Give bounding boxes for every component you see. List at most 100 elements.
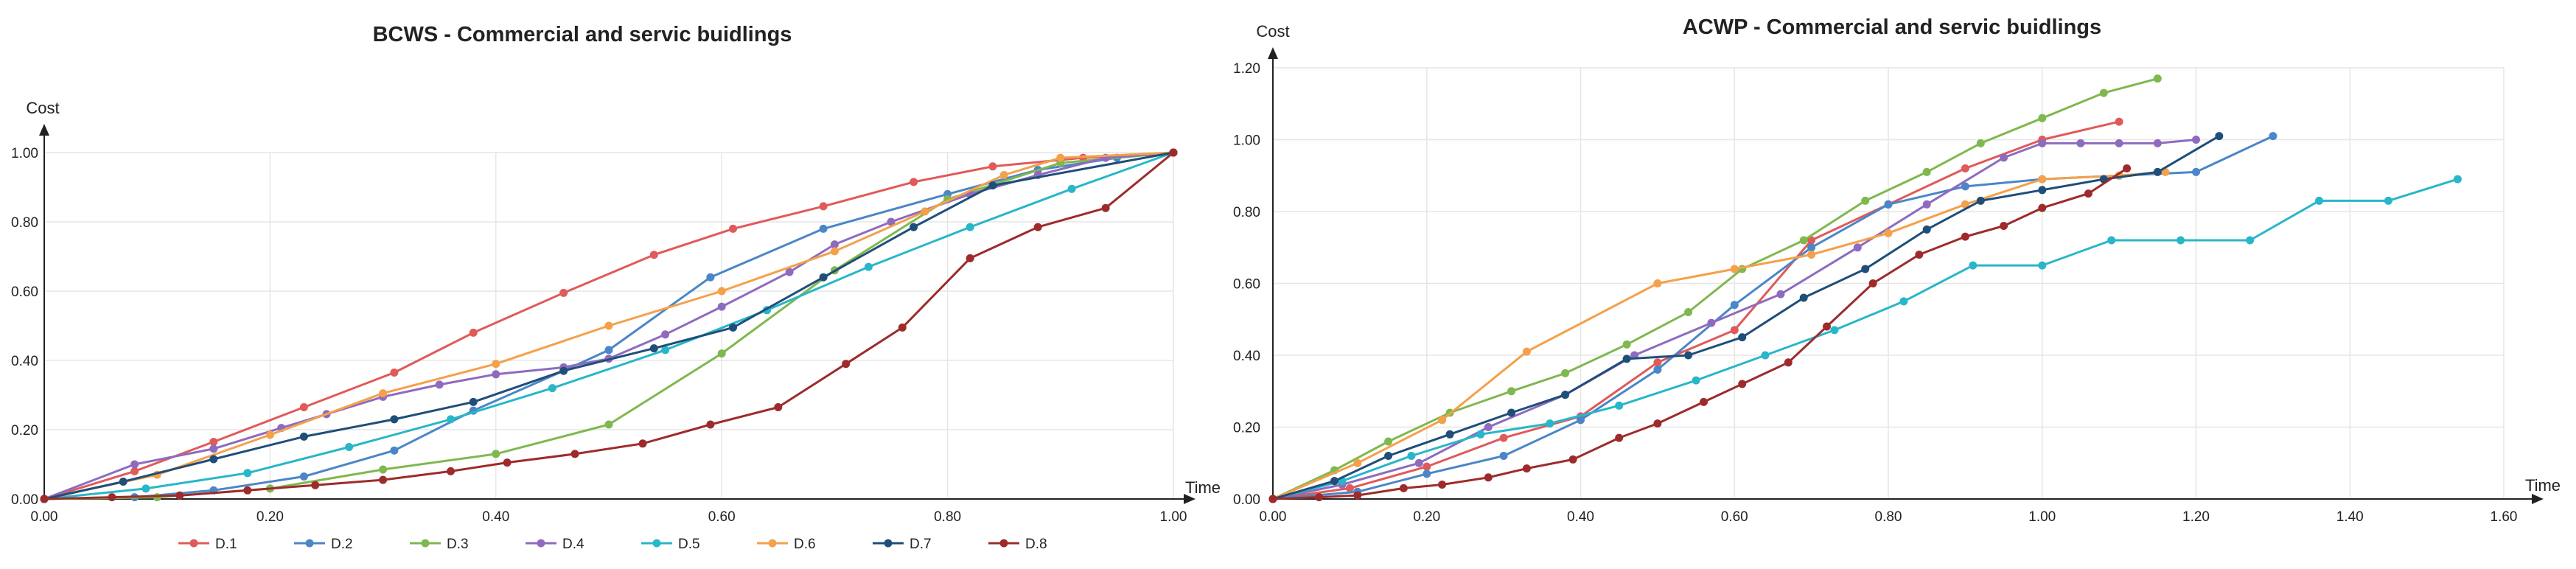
- legend-swatch-marker: [421, 539, 430, 548]
- data-point: [2384, 196, 2392, 205]
- data-point: [729, 323, 737, 332]
- data-point: [2038, 175, 2047, 184]
- data-point: [864, 262, 873, 271]
- data-point: [649, 344, 658, 353]
- data-point: [819, 202, 828, 211]
- data-point: [1653, 366, 1662, 374]
- data-point: [999, 171, 1008, 179]
- data-point: [130, 460, 139, 469]
- data-point: [1761, 351, 1770, 360]
- data-point: [1499, 452, 1508, 460]
- data-point: [1507, 408, 1516, 417]
- data-point: [2107, 236, 2116, 245]
- data-point: [492, 360, 500, 369]
- series-line: [43, 151, 1174, 500]
- data-point: [1484, 423, 1493, 431]
- data-point: [447, 415, 455, 424]
- data-point: [435, 380, 444, 389]
- data-point: [2099, 88, 2108, 97]
- data-point: [1423, 469, 1431, 478]
- bcws-series-d5: [40, 148, 1178, 503]
- data-point: [1861, 196, 1870, 205]
- acwp-series-d7: [1268, 132, 2224, 503]
- data-point: [830, 240, 839, 249]
- data-point: [379, 475, 388, 484]
- data-point: [2115, 139, 2123, 147]
- acwp-y-tick-label: 0.60: [1233, 277, 1260, 293]
- series-line: [43, 151, 1174, 500]
- data-point: [2038, 261, 2047, 270]
- data-point: [1561, 391, 1570, 399]
- data-point: [1853, 243, 1862, 252]
- data-point: [243, 486, 252, 495]
- bcws-y-axis-arrow: [39, 124, 49, 136]
- data-point: [717, 349, 726, 358]
- data-point: [379, 389, 388, 398]
- data-point: [345, 443, 354, 451]
- data-point: [1438, 416, 1447, 425]
- acwp-y-axis-label: Cost: [1256, 22, 1289, 41]
- data-point: [469, 328, 478, 337]
- data-point: [2177, 236, 2185, 245]
- data-point: [2192, 136, 2200, 144]
- legend-label: D.1: [215, 537, 237, 552]
- data-point: [108, 493, 116, 502]
- data-point: [1568, 455, 1577, 464]
- data-point: [2246, 236, 2255, 245]
- data-point: [898, 323, 907, 332]
- data-point: [910, 178, 918, 186]
- legend-label: D.4: [562, 537, 584, 552]
- data-point: [1522, 464, 1531, 473]
- data-point: [1784, 358, 1793, 367]
- data-point: [842, 360, 851, 369]
- data-point: [1268, 495, 1277, 503]
- acwp-y-axis-arrow: [1268, 47, 1278, 59]
- data-point: [966, 223, 974, 231]
- series-line: [43, 151, 1174, 500]
- acwp-series-d3: [1268, 74, 2162, 503]
- data-point: [2269, 132, 2277, 141]
- data-point: [2192, 167, 2200, 176]
- legend-item: D.2: [294, 537, 353, 552]
- data-point: [469, 397, 478, 406]
- data-point: [142, 484, 150, 493]
- legend-item: D.3: [410, 537, 469, 552]
- data-point: [2153, 167, 2162, 176]
- legend-item: D.6: [757, 537, 816, 552]
- data-point: [2084, 189, 2092, 198]
- bcws-y-tick-label: 0.20: [11, 423, 38, 439]
- series-line: [1272, 120, 2120, 500]
- acwp-x-axis-label: Time: [2525, 476, 2561, 495]
- data-point: [1807, 236, 1816, 245]
- legend-label: D.8: [1025, 537, 1047, 552]
- data-point: [661, 330, 670, 339]
- bcws-y-tick-label: 0.80: [11, 215, 38, 231]
- data-point: [819, 273, 828, 282]
- bcws-chart-title: BCWS - Commercial and servic buidlings: [373, 23, 792, 46]
- data-point: [988, 181, 997, 190]
- data-point: [1653, 419, 1662, 428]
- data-point: [2315, 196, 2323, 205]
- data-point: [1499, 433, 1508, 442]
- data-point: [175, 491, 184, 500]
- bcws-chart: BCWS - Commercial and servic buidlings C…: [11, 23, 1221, 552]
- data-point: [717, 287, 726, 296]
- data-point: [1423, 462, 1431, 471]
- bcws-x-tick-label: 0.00: [31, 509, 58, 525]
- acwp-series-d4: [1268, 136, 2200, 503]
- data-point: [1707, 318, 1716, 327]
- data-point: [1384, 452, 1393, 460]
- acwp-gridlines: [1273, 67, 2505, 499]
- legend-item: D.4: [526, 537, 584, 552]
- data-point: [604, 321, 613, 330]
- data-point: [1507, 387, 1516, 396]
- bcws-legend: D.1 D.2 D.3 D.4 D.5 D.6 D.7 D.8: [178, 537, 1047, 552]
- data-point: [717, 302, 726, 311]
- bcws-series-d8: [40, 148, 1178, 503]
- data-point: [1884, 228, 1893, 237]
- legend-swatch-marker: [768, 539, 777, 548]
- bcws-y-tick-label: 0.00: [11, 492, 38, 508]
- data-point: [1684, 351, 1693, 360]
- data-point: [209, 455, 218, 464]
- data-point: [1056, 153, 1065, 162]
